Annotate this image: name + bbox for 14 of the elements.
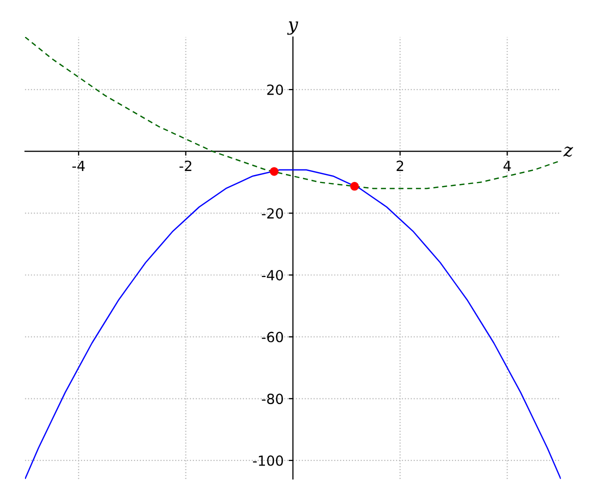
- line-series: [25, 169, 561, 479]
- line-series: [25, 37, 561, 190]
- x-tick-label: -4: [72, 160, 85, 171]
- y-axis-title: y: [287, 21, 298, 35]
- y-tick-label: -40: [262, 270, 283, 280]
- y-tick-label: 20: [267, 84, 283, 96]
- x-axis-title: z: [563, 146, 574, 157]
- y-tick-label: -20: [262, 208, 283, 219]
- y-tick-label: -100: [253, 455, 283, 466]
- x-tick-label: -2: [180, 160, 192, 171]
- y-tick-label: -80: [262, 394, 283, 404]
- y-tick-label: -60: [262, 332, 283, 342]
- x-tick-label: 4: [504, 160, 511, 171]
- x-tick-label: 2: [396, 160, 404, 171]
